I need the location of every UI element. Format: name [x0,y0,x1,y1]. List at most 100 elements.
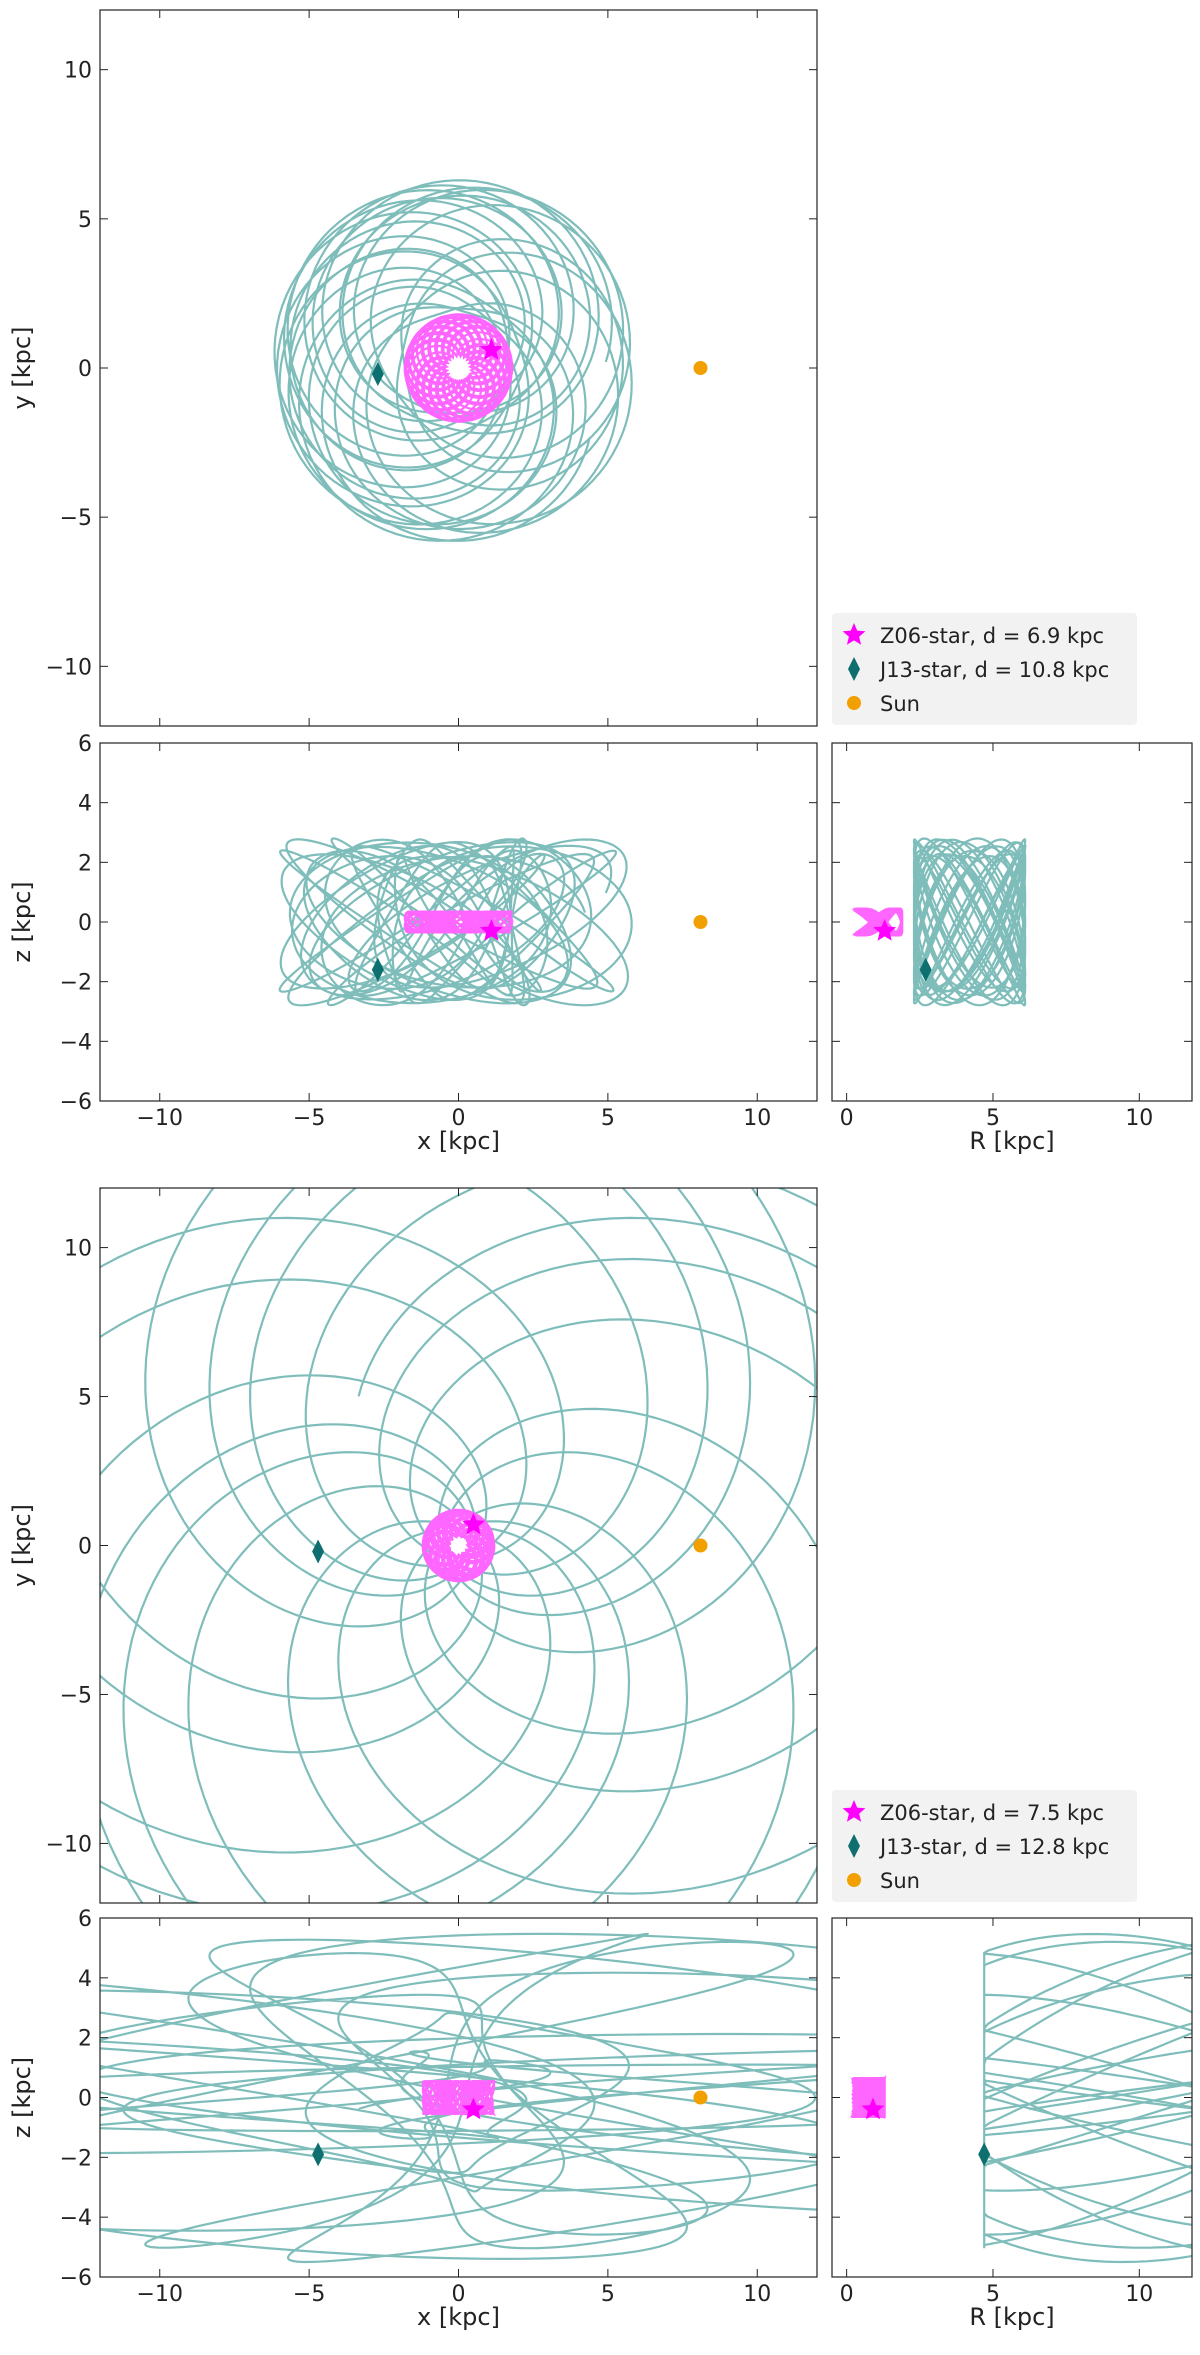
z06-star-marker [479,338,503,360]
y-tick-label: −10 [46,1832,92,1857]
x-tick-label: −10 [137,1106,183,1131]
legend-label: J13-star, d = 10.8 kpc [878,658,1109,682]
y-tick-label: 5 [78,1386,92,1411]
plot-area [851,837,1027,1007]
x-tick-label: 10 [1125,1106,1153,1131]
x-tick-label: 10 [1125,2282,1153,2307]
x-axis-label: x [kpc] [417,2303,500,2331]
j13-orbit [100,1188,817,1903]
x-tick-label: 10 [743,2282,771,2307]
legend-box [832,1790,1137,1902]
j13-star-marker [371,361,384,386]
sun-marker [693,915,708,929]
z06-orbit [851,907,904,937]
axes-frame [99,742,818,1102]
j13-star-marker [312,2142,325,2167]
panel-top-xy: −10 −5 0 5 10 y [kpc] Z06-star, d = 6.9 kpc J13… [8,9,1137,727]
legend-star-icon [842,623,866,645]
axes-frame [99,9,818,727]
y-tick-label: 0 [78,1535,92,1560]
z06-star-marker [462,1512,485,1535]
x-tick-label: 5 [986,2282,1000,2307]
plot-area [273,179,633,542]
panel-top-rz: 0 5 10 R [kpc] [831,742,1193,1155]
y-axis-label: y [kpc] [8,1504,36,1587]
y-tick-label: 5 [78,208,92,233]
j13-star-marker [919,957,932,982]
legend-label: Sun [880,692,920,716]
y-tick-label: 10 [64,1237,92,1262]
j13-orbit [273,179,633,542]
j13-star-marker [978,2142,991,2167]
x-axis-label: R [kpc] [969,2303,1054,2331]
y-tick-label: 4 [78,1967,92,1992]
legend-diamond-icon [848,657,860,681]
plot-area [849,1932,1192,2264]
y-tick-label: 10 [64,59,92,84]
y-axis-label: y [kpc] [8,327,36,410]
z06-orbit [421,2078,496,2117]
y-tick-label: −5 [60,506,92,531]
legend-label: Z06-star, d = 6.9 kpc [880,624,1104,648]
j13-star-marker [371,957,384,982]
x-axis-label: R [kpc] [969,1127,1054,1155]
legend-label: Z06-star, d = 7.5 kpc [880,1801,1104,1825]
panel-bottom-rz: 0 5 10 R [kpc] [831,1917,1193,2331]
legend-box [832,613,1137,725]
y-tick-label: 6 [78,732,92,757]
y-tick-label: −5 [60,1683,92,1708]
legend-circle-icon [847,1873,861,1887]
y-tick-label: 6 [78,1907,92,1932]
y-tick-label: 0 [78,357,92,382]
x-tick-label: 0 [452,2282,466,2307]
x-tick-label: 0 [840,1106,854,1131]
x-tick-label: 10 [743,1106,771,1131]
plot-area [100,1932,817,2264]
legend-diamond-icon [848,1834,860,1858]
sun-marker [693,2090,708,2105]
y-tick-label: 2 [78,2027,92,2052]
y-tick-label: −4 [60,1030,92,1055]
j13-orbit [278,837,633,1007]
z06-orbit [849,2074,887,2120]
j13-orbit [912,837,1027,1007]
y-tick-label: −6 [60,1090,92,1115]
y-tick-label: −6 [60,2266,92,2291]
z06-orbit [403,909,514,934]
z06-star-marker [861,2097,885,2120]
j13-star-marker [312,1539,325,1564]
z06-orbit [421,1508,496,1583]
x-tick-label: 5 [601,1106,615,1131]
x-tick-label: 5 [986,1106,1000,1131]
x-tick-label: −10 [137,2282,183,2307]
plot-area [278,837,633,1007]
z06-orbit [403,313,514,423]
plot-area [100,1188,817,1903]
axes-frame [99,1187,818,1904]
legend: Z06-star, d = 7.5 kpc J13-star, d = 12.8 … [832,1790,1137,1902]
legend-label: J13-star, d = 12.8 kpc [878,1835,1109,1859]
x-tick-label: 0 [840,2282,854,2307]
legend: Z06-star, d = 6.9 kpc J13-star, d = 10.8 … [832,613,1137,725]
x-tick-label: −5 [293,2282,325,2307]
y-tick-label: −4 [60,2206,92,2231]
y-tick-label: 4 [78,792,92,817]
y-axis-label: z [kpc] [8,881,36,962]
x-axis-label: x [kpc] [417,1127,500,1155]
y-tick-label: −10 [46,655,92,680]
y-tick-label: −2 [60,971,92,996]
z06-star-marker [479,919,503,941]
sun-marker [693,1538,708,1553]
legend-star-icon [842,1800,866,1822]
panel-bottom-xz: −10 −5 0 5 10 −6 −4 −2 0 2 4 6 x [kpc] z [kpc] [8,1907,818,2331]
panel-top-xz: −10 −5 0 5 10 −6 −4 −2 0 2 4 6 x [kpc] z [kpc] [8,732,818,1155]
y-tick-label: 0 [78,2087,92,2112]
j13-orbit [983,1932,1192,2264]
x-tick-label: 5 [601,2282,615,2307]
z06-star-marker [873,919,897,941]
x-tick-label: 0 [452,1106,466,1131]
y-tick-label: −2 [60,2146,92,2171]
legend-circle-icon [847,696,861,710]
y-tick-label: 2 [78,851,92,876]
